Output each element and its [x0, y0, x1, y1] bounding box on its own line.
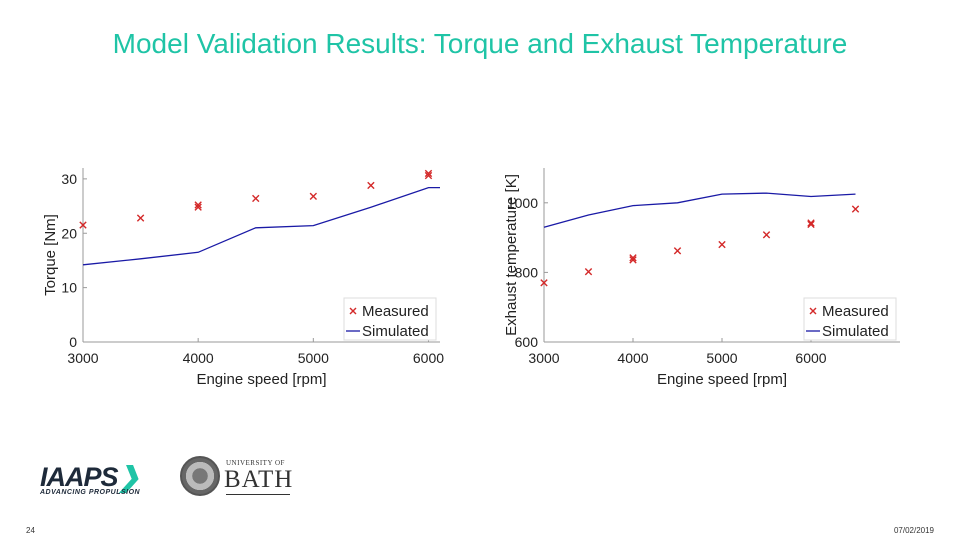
- measured-point-stroke: [807, 220, 815, 229]
- y-tick-label: 0: [69, 334, 77, 350]
- measured-point: [851, 205, 860, 213]
- x-tick-label: 5000: [298, 350, 329, 366]
- measured-point-stroke: [629, 254, 637, 262]
- legend-box: [343, 297, 437, 341]
- y-axis-label: Torque [Nm]: [42, 214, 59, 296]
- measured-point-stroke: [851, 205, 860, 213]
- exhaust-temperature-chart: 3000 4000 5000 6000 600 800 1000 Engine speed […: [503, 168, 900, 388]
- slide-date: 07/02/2019: [893, 526, 934, 535]
- measured-point: [424, 171, 433, 180]
- x-tick-label: 4000: [617, 350, 648, 366]
- measured-point-stroke: [367, 181, 375, 190]
- y-tick-label: 30: [61, 171, 77, 187]
- measured-point-stroke: [252, 194, 260, 203]
- measured-point: [807, 220, 815, 229]
- x-tick-label: 4000: [183, 350, 214, 366]
- x-tick-label: 6000: [795, 350, 826, 366]
- measured-point-stroke: [194, 203, 202, 211]
- x-tick-label: 6000: [413, 350, 444, 366]
- measured-point-stroke: [673, 247, 682, 255]
- measured-point-stroke: [136, 214, 145, 222]
- legend-label: Simulated: [362, 323, 429, 340]
- bath-university-of: UNIVERSITY OF: [226, 459, 285, 467]
- measured-point: [424, 169, 433, 178]
- measured-point: [807, 219, 815, 227]
- measured-point-stroke: [629, 256, 637, 264]
- iaaps-logo: IAAPS❯ ADVANCING PROPULSION: [40, 462, 160, 498]
- bath-name: BATH: [224, 466, 294, 493]
- iaaps-chevron-icon: ❯: [117, 462, 141, 492]
- measured-point: [629, 254, 637, 262]
- measured-point: [194, 201, 202, 209]
- legend-label: Measured: [822, 303, 889, 320]
- measured-point: [584, 268, 593, 276]
- measured-point: [194, 203, 202, 211]
- measured-point-stroke: [807, 219, 815, 227]
- measured-point: [718, 240, 726, 249]
- iaaps-wordmark: IAAPS: [40, 462, 119, 492]
- measured-point: [629, 256, 637, 264]
- measured-point-stroke: [309, 192, 318, 200]
- measured-point: [79, 221, 87, 229]
- page-number: 24: [26, 526, 35, 535]
- measured-point-stroke: [584, 268, 593, 276]
- measured-point-stroke: [79, 221, 87, 229]
- legend-label: Simulated: [822, 323, 889, 340]
- measured-point: [367, 181, 375, 190]
- measured-point: [252, 194, 260, 203]
- x-axis-label: Engine speed [rpm]: [196, 371, 326, 388]
- x-axis-label: Engine speed [rpm]: [657, 371, 787, 388]
- iaaps-tagline: ADVANCING PROPULSION: [40, 489, 141, 496]
- measured-point-stroke: [540, 279, 548, 287]
- legend-measured-marker: [809, 307, 817, 315]
- simulated-series-line: [543, 192, 856, 228]
- slide-title: Model Validation Results: Torque and Exh…: [112, 28, 848, 59]
- y-tick-label: 600: [515, 334, 539, 350]
- bath-underline: [226, 494, 290, 495]
- measured-point-stroke: [194, 201, 202, 209]
- y-tick-label: 20: [61, 225, 77, 241]
- y-axis-label: Exhaust temperature [K]: [503, 174, 520, 336]
- y-tick-label: 800: [515, 264, 539, 280]
- y-tick-label: 10: [61, 280, 77, 296]
- measured-point: [673, 247, 682, 255]
- x-tick-label: 3000: [67, 350, 98, 366]
- simulated-series-line: [82, 186, 440, 266]
- bath-seal-icon: [180, 456, 220, 496]
- measured-point-stroke: [424, 169, 433, 178]
- measured-point: [540, 279, 548, 287]
- measured-point-stroke: [718, 240, 726, 249]
- measured-point: [762, 231, 771, 239]
- measured-point: [136, 214, 145, 222]
- legend-box: [803, 297, 897, 341]
- x-tick-label: 5000: [706, 350, 737, 366]
- y-tick-label: 1000: [507, 195, 538, 211]
- measured-point-stroke: [424, 171, 433, 180]
- legend-label: Measured: [362, 303, 429, 320]
- torque-chart: 3000 4000 5000 6000 0 10 20 30 Engine speed [rpm…: [42, 168, 444, 388]
- measured-point-stroke: [762, 231, 771, 239]
- x-tick-label: 3000: [528, 350, 559, 366]
- measured-point: [309, 192, 318, 200]
- legend-measured-marker: [349, 307, 357, 315]
- university-of-bath-logo: UNIVERSITY OF BATH: [180, 456, 295, 498]
